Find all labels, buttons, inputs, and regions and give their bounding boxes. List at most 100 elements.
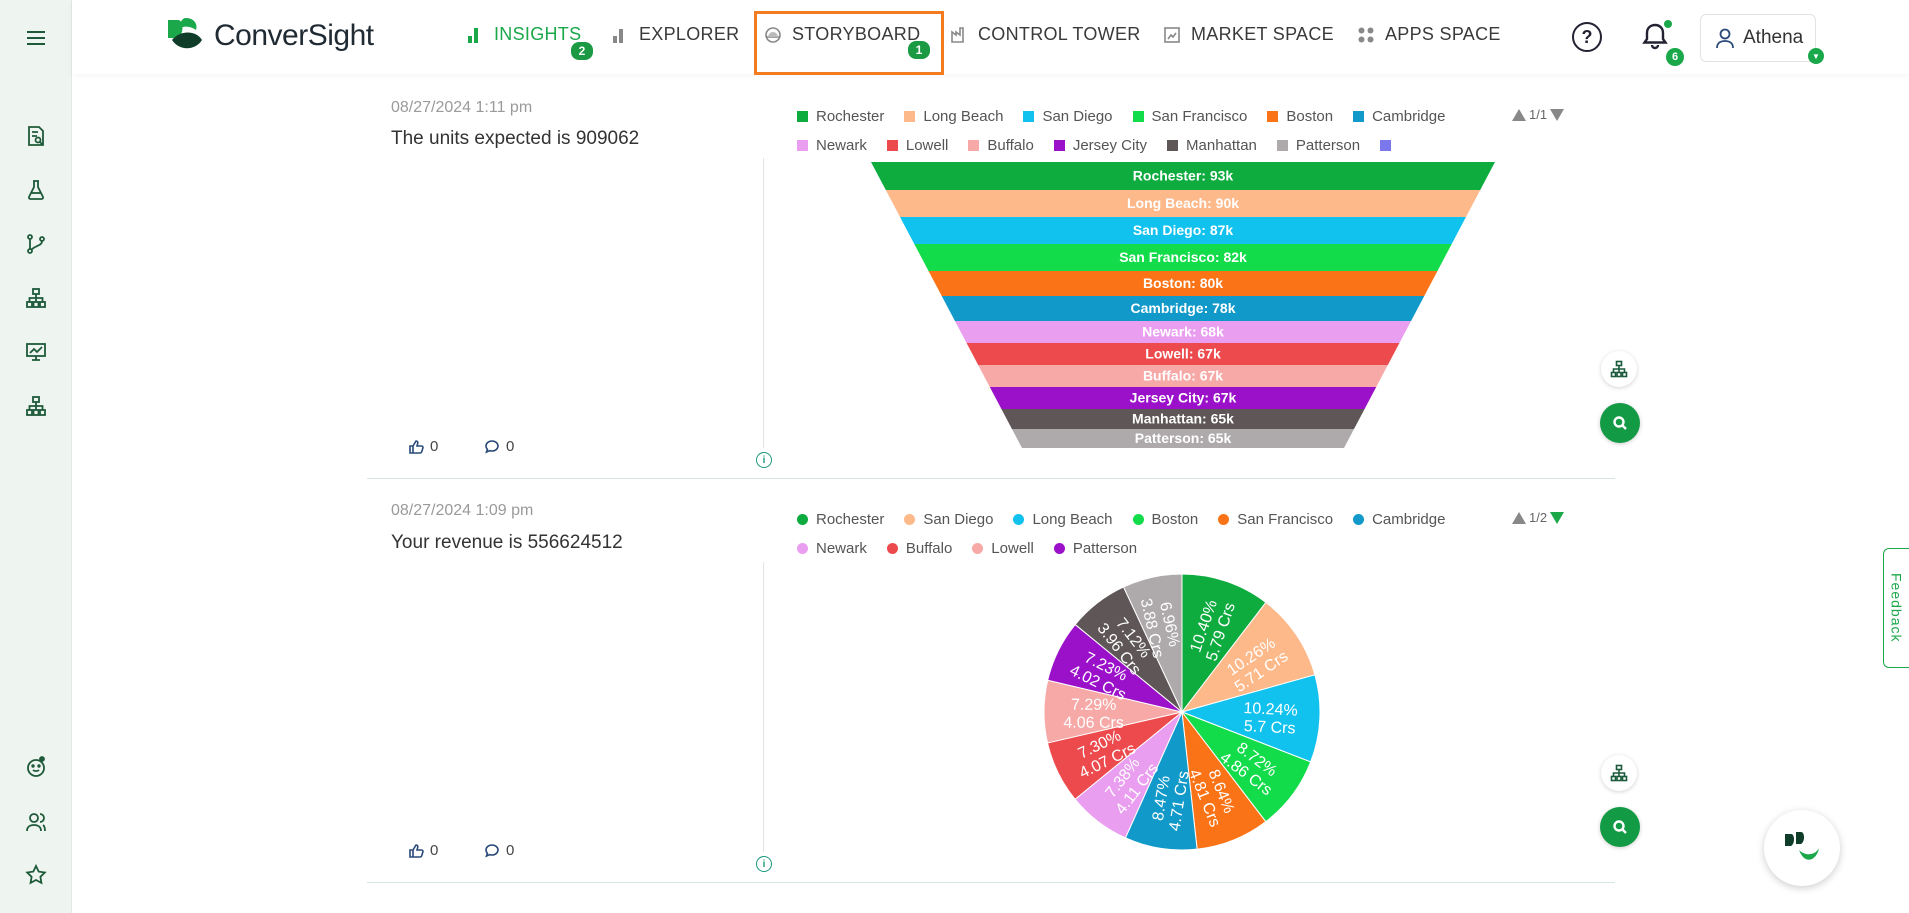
org-chart-icon[interactable] bbox=[22, 392, 50, 420]
pie-slice[interactable] bbox=[1180, 674, 1321, 763]
legend-item[interactable]: San Diego bbox=[904, 509, 993, 530]
help-icon[interactable]: ? bbox=[1572, 22, 1602, 52]
bar-chart-icon bbox=[613, 28, 623, 43]
nav-insights[interactable]: INSIGHTS bbox=[466, 24, 581, 45]
legend-swatch bbox=[797, 111, 808, 122]
legend-item[interactable]: Lowell bbox=[972, 538, 1034, 559]
legend-item[interactable]: Newark bbox=[797, 135, 867, 156]
presentation-chart-icon[interactable] bbox=[22, 338, 50, 366]
assistant-chat-button[interactable] bbox=[1764, 810, 1840, 886]
comment-button[interactable]: 0 bbox=[484, 842, 514, 859]
legend-label: Cambridge bbox=[1372, 108, 1446, 125]
info-icon[interactable]: i bbox=[756, 452, 772, 468]
legend-item[interactable]: Jersey City bbox=[1053, 135, 1147, 156]
hamburger-menu-icon[interactable] bbox=[22, 24, 50, 52]
legend-swatch bbox=[886, 140, 898, 151]
drill-down-button[interactable] bbox=[1601, 755, 1637, 791]
funnel-segment[interactable] bbox=[1011, 429, 1355, 448]
legend-item[interactable]: Buffalo bbox=[886, 538, 952, 559]
document-search-icon[interactable] bbox=[22, 122, 50, 150]
drill-down-button[interactable] bbox=[1601, 351, 1637, 387]
flask-icon[interactable] bbox=[22, 176, 50, 204]
user-group-icon[interactable] bbox=[22, 808, 50, 836]
apps-grid-icon bbox=[1358, 27, 1374, 42]
funnel-segment[interactable] bbox=[900, 217, 1466, 244]
nav-explorer[interactable]: EXPLORER bbox=[611, 24, 739, 45]
git-branch-icon[interactable] bbox=[22, 230, 50, 258]
funnel-segment[interactable] bbox=[1001, 409, 1365, 429]
feedback-tab[interactable]: Feedback bbox=[1883, 548, 1909, 668]
legend-swatch bbox=[1053, 543, 1065, 554]
legend-prev-icon[interactable] bbox=[1512, 108, 1526, 121]
user-menu[interactable]: Athena bbox=[1700, 14, 1816, 62]
funnel-label: Newark: 68k bbox=[1142, 324, 1224, 340]
pie-slice[interactable] bbox=[1180, 601, 1316, 713]
nav-control-tower[interactable]: CONTROL TOWER bbox=[950, 24, 1141, 45]
legend-item[interactable]: San Francisco bbox=[1132, 106, 1247, 127]
explore-search-button[interactable] bbox=[1600, 807, 1640, 847]
like-button[interactable]: 0 bbox=[408, 438, 438, 455]
funnel-chart: Rochester: 93k Long Beach: 90k San Diego: … bbox=[871, 162, 1495, 448]
bot-face-icon[interactable] bbox=[22, 753, 50, 781]
legend-item[interactable]: Buffalo bbox=[968, 135, 1034, 156]
feedback-label: Feedback bbox=[1888, 573, 1905, 643]
funnel-segment[interactable] bbox=[954, 321, 1412, 343]
chevron-down-icon[interactable]: ▼ bbox=[1808, 48, 1824, 64]
legend-item[interactable]: Cambridge bbox=[1353, 106, 1445, 127]
like-button[interactable]: 0 bbox=[408, 842, 438, 859]
pie-slice[interactable] bbox=[1122, 573, 1183, 713]
legend-item[interactable]: Newark bbox=[797, 538, 867, 559]
nav-storyboard[interactable]: STORYBOARD bbox=[764, 24, 920, 45]
legend-item[interactable]: Rochester bbox=[797, 106, 884, 127]
nav-insights-label: INSIGHTS bbox=[494, 24, 582, 44]
legend-item[interactable] bbox=[1380, 135, 1399, 156]
notification-count-badge: 6 bbox=[1666, 48, 1684, 66]
legend-item[interactable]: Boston bbox=[1132, 509, 1198, 530]
legend-next-icon[interactable] bbox=[1550, 108, 1565, 121]
funnel-segment[interactable] bbox=[978, 365, 1388, 387]
nav-market-space[interactable]: MARKET SPACE bbox=[1163, 24, 1334, 45]
legend-prev-icon[interactable] bbox=[1512, 511, 1526, 524]
legend-label: Long Beach bbox=[923, 108, 1004, 125]
legend-item[interactable]: Boston bbox=[1267, 106, 1333, 127]
comment-button[interactable]: 0 bbox=[484, 438, 514, 455]
funnel-segment[interactable] bbox=[914, 244, 1452, 271]
funnel-segment[interactable] bbox=[966, 343, 1400, 365]
info-icon[interactable]: i bbox=[756, 856, 772, 872]
funnel-segment[interactable] bbox=[928, 271, 1438, 296]
legend-swatch bbox=[904, 514, 916, 525]
brand-logo[interactable]: ConverSight bbox=[164, 16, 374, 56]
funnel-segment[interactable] bbox=[941, 296, 1425, 321]
nav-apps-space[interactable]: APPS SPACE bbox=[1357, 24, 1501, 45]
legend-item[interactable]: Rochester bbox=[797, 509, 884, 530]
legend-item[interactable]: Long Beach bbox=[1013, 509, 1113, 530]
legend-pager: 1/1 bbox=[1512, 107, 1565, 122]
funnel-segment[interactable] bbox=[989, 387, 1377, 409]
legend-item[interactable]: Patterson bbox=[1276, 135, 1360, 156]
funnel-segment[interactable] bbox=[871, 162, 1495, 190]
legend-item[interactable]: Manhattan bbox=[1167, 135, 1257, 156]
legend-item[interactable]: San Francisco bbox=[1218, 509, 1333, 530]
legend-item[interactable]: Lowell bbox=[886, 135, 948, 156]
comment-count: 0 bbox=[506, 438, 515, 455]
legend-swatch bbox=[1276, 140, 1288, 151]
pie-slice[interactable] bbox=[1181, 573, 1267, 714]
legend-page-indicator: 1/1 bbox=[1529, 107, 1548, 122]
legend-item[interactable]: Long Beach bbox=[904, 106, 1003, 127]
card-divider bbox=[763, 158, 764, 448]
search-icon bbox=[1613, 820, 1627, 834]
legend-item[interactable]: Cambridge bbox=[1353, 509, 1445, 530]
legend-item[interactable]: Patterson bbox=[1053, 538, 1137, 559]
legend-item[interactable]: San Diego bbox=[1023, 106, 1113, 127]
hierarchy-icon[interactable] bbox=[22, 284, 50, 312]
funnel-segment[interactable] bbox=[885, 190, 1481, 217]
explore-search-button[interactable] bbox=[1600, 403, 1640, 443]
card-divider bbox=[763, 562, 764, 852]
user-icon bbox=[1716, 28, 1734, 49]
bell-icon[interactable] bbox=[1639, 20, 1671, 52]
legend-label: Boston bbox=[1286, 108, 1334, 125]
legend-swatch bbox=[797, 140, 808, 151]
star-icon[interactable] bbox=[22, 861, 50, 889]
insight-card-2: 08/27/2024 1:09 pm Your revenue is 55662… bbox=[367, 482, 1640, 883]
legend-next-icon[interactable] bbox=[1550, 511, 1565, 524]
